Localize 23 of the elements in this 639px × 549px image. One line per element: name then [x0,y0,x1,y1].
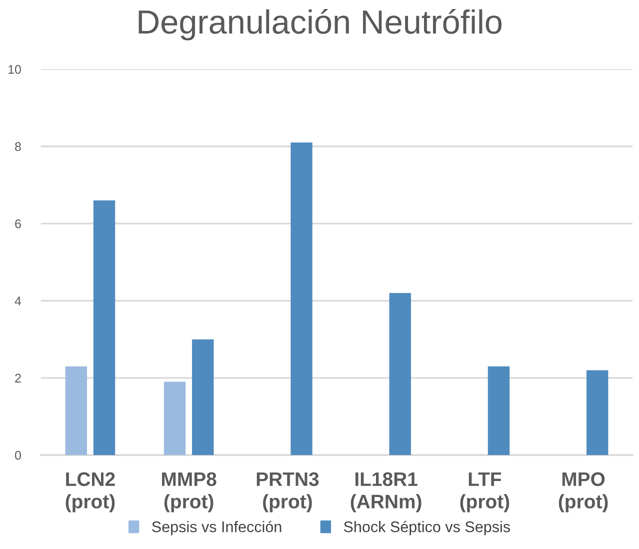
y-tick-label: 2 [15,374,21,382]
bar [164,382,186,456]
y-tick-label: 4 [14,296,22,306]
legend-label: Sepsis vs Infección [152,520,282,536]
bar [192,339,214,456]
x-tick-label: PRTN3 (prot) [256,472,319,512]
y-tick-label: 6 [15,219,21,228]
y-tick-label: 10 [8,64,21,74]
y-tick-label: 0 [14,450,21,460]
x-tick-label: LCN2 (prot) [66,472,115,512]
bar [586,370,608,456]
x-tick-label: IL18R1 (ARNm) [350,472,422,512]
chart-title: Degranulación Neutrófilo [138,8,502,40]
x-tick-label: MPO (prot) [558,472,608,512]
x-tick-label: MMP8 (prot) [162,472,216,512]
y-tick-label: 8 [15,142,21,152]
bar [290,142,312,456]
bar [65,366,87,456]
bar [488,366,510,456]
legend-label: Shock Séptico vs Sepsis [344,520,510,536]
bar [93,200,116,456]
x-tick-label: LTF (prot) [460,472,510,512]
bar [389,293,411,456]
